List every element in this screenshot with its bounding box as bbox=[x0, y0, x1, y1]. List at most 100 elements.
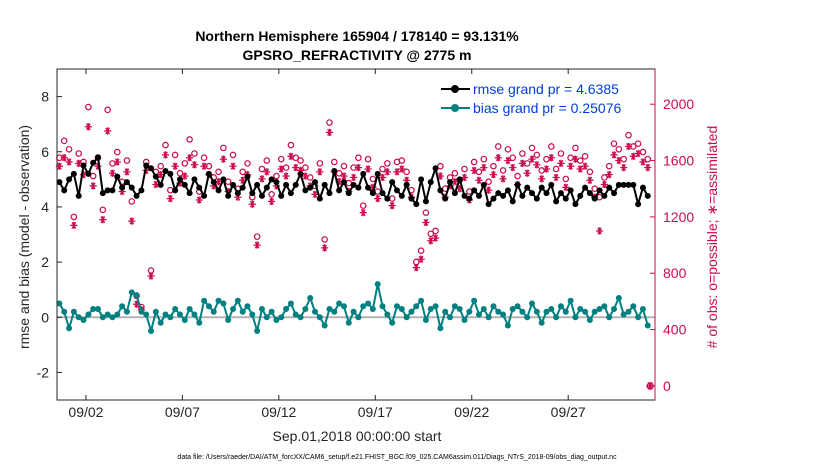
assimilated-point bbox=[398, 165, 406, 173]
possible-point bbox=[104, 106, 111, 114]
bias-point bbox=[278, 314, 285, 321]
bias-point bbox=[191, 311, 198, 318]
bias-point bbox=[133, 292, 140, 299]
rmse-point bbox=[369, 190, 376, 197]
assimilated-point bbox=[552, 173, 560, 182]
bias-point bbox=[268, 308, 275, 315]
assimilated-point bbox=[567, 162, 575, 170]
rmse-point bbox=[297, 170, 304, 177]
rmse-point bbox=[331, 168, 338, 175]
bias-point bbox=[447, 314, 454, 321]
possible-point bbox=[543, 155, 550, 163]
possible-point bbox=[427, 230, 435, 238]
bias-point bbox=[601, 303, 608, 310]
assimilated-point bbox=[161, 151, 170, 159]
possible-point bbox=[417, 247, 425, 254]
rmse-point bbox=[56, 179, 63, 186]
possible-point bbox=[292, 154, 300, 162]
rmse-point bbox=[249, 190, 256, 197]
possible-point bbox=[461, 165, 468, 173]
possible-point bbox=[639, 148, 647, 156]
bias-point bbox=[162, 311, 169, 318]
rmse-point bbox=[278, 192, 285, 199]
assimilated-point bbox=[528, 155, 536, 163]
y-axis-label: rmse and bias (model - observation) bbox=[16, 125, 32, 349]
y-tick-label: 2 bbox=[41, 254, 49, 270]
bias-point bbox=[355, 314, 362, 321]
possible-point bbox=[519, 150, 526, 157]
possible-point bbox=[89, 172, 97, 180]
bias-point bbox=[152, 308, 159, 315]
rmse-point bbox=[557, 190, 564, 197]
bias-point bbox=[586, 317, 593, 324]
possible-point bbox=[475, 168, 483, 176]
bias-point bbox=[312, 308, 319, 315]
rmse-point bbox=[519, 192, 526, 199]
possible-point bbox=[528, 144, 536, 152]
possible-point bbox=[581, 153, 589, 160]
possible-point bbox=[605, 162, 613, 170]
rmse-point bbox=[432, 165, 439, 172]
bias-point bbox=[340, 303, 347, 310]
y-axis-right-label: # of obs: o=possible; ∗=assimilated bbox=[704, 126, 720, 349]
assimilated-point bbox=[480, 163, 488, 172]
rmse-point bbox=[374, 170, 381, 177]
possible-point bbox=[253, 233, 261, 240]
possible-point bbox=[514, 172, 521, 180]
x-tick-label: 09/27 bbox=[551, 404, 586, 420]
legend: rmse grand pr = 4.6385 bias grand pr = 0… bbox=[438, 76, 648, 120]
rmse-point bbox=[480, 181, 487, 188]
rmse-point bbox=[75, 192, 82, 199]
possible-point bbox=[128, 198, 136, 205]
assimilated-point bbox=[239, 176, 247, 184]
rmse-point bbox=[70, 170, 77, 177]
rmse-point bbox=[123, 179, 130, 186]
x-tick-label: 09/07 bbox=[165, 404, 200, 420]
bias-point bbox=[538, 319, 545, 326]
possible-point bbox=[99, 206, 107, 214]
possible-point bbox=[572, 144, 579, 152]
possible-point bbox=[321, 236, 328, 243]
assimilated-point bbox=[186, 154, 194, 162]
assimilated-point bbox=[325, 128, 334, 136]
bias-point bbox=[85, 311, 92, 318]
legend-rmse-marker bbox=[451, 85, 459, 93]
bias-point bbox=[533, 308, 540, 315]
assimilated-point bbox=[470, 166, 478, 175]
possible-point bbox=[75, 150, 83, 157]
rmse-point bbox=[186, 190, 193, 197]
assimilated-point bbox=[586, 176, 594, 184]
bias-point bbox=[504, 322, 511, 329]
bias-point bbox=[466, 308, 473, 315]
possible-point bbox=[113, 148, 121, 156]
rmse-point bbox=[85, 170, 92, 177]
bias-point bbox=[244, 303, 251, 310]
rmse-point bbox=[639, 184, 646, 191]
possible-point bbox=[552, 165, 560, 173]
assimilated-point bbox=[70, 221, 78, 229]
possible-point bbox=[229, 151, 237, 159]
rmse-point bbox=[384, 195, 391, 202]
bias-point bbox=[611, 305, 618, 312]
rmse-point bbox=[644, 192, 651, 199]
bias-point bbox=[485, 314, 492, 321]
possible-point bbox=[451, 169, 459, 177]
possible-point bbox=[316, 160, 324, 167]
rmse-point bbox=[422, 198, 429, 205]
bias-point bbox=[635, 314, 642, 321]
bias-point bbox=[297, 314, 304, 321]
assimilated-point bbox=[108, 169, 117, 177]
rmse-point bbox=[562, 195, 569, 202]
possible-point bbox=[215, 168, 222, 176]
possible-point bbox=[297, 157, 304, 164]
rmse-point bbox=[471, 187, 478, 194]
bias-point bbox=[567, 297, 574, 304]
series-possible bbox=[56, 103, 652, 311]
bias-point bbox=[316, 314, 323, 321]
rmse-point bbox=[582, 184, 589, 191]
possible-point bbox=[485, 178, 492, 185]
rmse-point bbox=[630, 181, 637, 188]
rmse-point bbox=[553, 198, 560, 205]
bias-point bbox=[543, 308, 550, 315]
assimilated-point bbox=[547, 154, 555, 162]
